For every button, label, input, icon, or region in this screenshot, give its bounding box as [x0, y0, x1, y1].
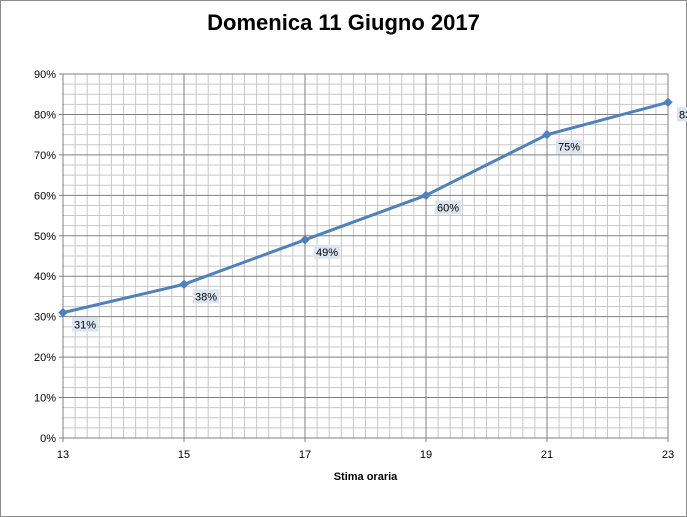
data-label-background [314, 244, 340, 259]
x-axis-title: Stima oraria [334, 471, 398, 483]
data-point-marker [58, 307, 68, 318]
x-tick-label: 13 [57, 449, 69, 461]
y-tick-label: 10% [34, 393, 56, 405]
y-tick-label: 20% [34, 352, 56, 364]
data-label-background [435, 200, 461, 215]
y-tick-label: 30% [34, 312, 56, 324]
y-tick-label: 80% [34, 109, 56, 121]
data-label: 31% [74, 320, 96, 332]
data-label-background [556, 139, 582, 154]
data-label: 38% [195, 291, 217, 303]
data-label: 75% [558, 142, 580, 154]
data-point-marker [421, 190, 431, 201]
data-label-background [72, 317, 98, 332]
data-label-background [677, 107, 687, 122]
data-label: 83% [679, 109, 687, 121]
y-tick-label: 0% [40, 433, 56, 445]
x-tick-label: 21 [541, 449, 553, 461]
data-point-marker [542, 129, 552, 140]
data-point-marker [300, 235, 310, 245]
y-tick-label: 90% [34, 69, 56, 81]
y-tick-label: 50% [34, 231, 56, 243]
x-tick-label: 15 [178, 449, 190, 461]
x-tick-label: 19 [420, 449, 432, 461]
y-tick-label: 70% [34, 150, 56, 162]
data-label: 60% [437, 202, 459, 214]
x-tick-label: 17 [299, 449, 311, 461]
data-point-marker [663, 97, 673, 108]
chart-title: Domenica 11 Giugno 2017 [207, 10, 480, 35]
data-label: 49% [316, 247, 338, 259]
series-line [61, 100, 670, 315]
data-point-marker [179, 279, 189, 290]
x-tick-label: 23 [662, 449, 674, 461]
y-tick-label: 40% [34, 271, 56, 283]
data-label-background [193, 289, 219, 304]
y-tick-label: 60% [34, 190, 56, 202]
